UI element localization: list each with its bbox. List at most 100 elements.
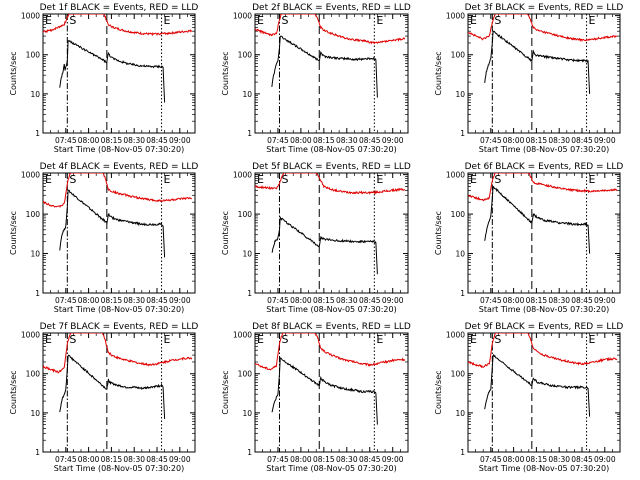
- x-tick-label: 08:00: [78, 296, 100, 305]
- y-tick-label: 1: [35, 448, 40, 457]
- series-events-line: [484, 30, 591, 94]
- x-tick-label: 08:15: [313, 455, 335, 464]
- y-axis-label: Counts/sec: [9, 211, 18, 255]
- x-tick-label: 07:45: [480, 296, 502, 305]
- x-tick-label: 08:45: [146, 455, 168, 464]
- y-tick-label: 1: [460, 289, 465, 298]
- y-axis-label: Counts/sec: [434, 51, 443, 95]
- time-marker-label: S: [281, 14, 288, 27]
- time-marker-label: E: [589, 14, 596, 27]
- y-tick-label: 100: [238, 210, 253, 219]
- x-tick-label: 09:00: [169, 136, 191, 145]
- detector-panel-7: Det 7f BLACK = Events, RED = LLD 1 10 100 10…: [9, 322, 198, 473]
- x-tick-label: 09:00: [382, 296, 404, 305]
- x-tick-label: 08:30: [336, 455, 358, 464]
- series-events-line: [59, 354, 166, 419]
- x-tick-label: 08:00: [290, 136, 312, 145]
- panel-title: Det 3f BLACK = Events, RED = LLD: [465, 3, 624, 13]
- y-tick-label: 100: [451, 210, 466, 219]
- time-marker-label: S: [281, 173, 288, 186]
- x-axis-label: Start Time (08-Nov-05 07:30:20): [266, 305, 396, 314]
- time-marker-label: E: [257, 333, 264, 346]
- series-events-line: [484, 354, 591, 417]
- y-tick-label: 1: [247, 448, 252, 457]
- y-tick-label: 1000: [446, 12, 465, 21]
- time-marker-label: E: [257, 14, 264, 27]
- panel-title: Det 2f BLACK = Events, RED = LLD: [252, 3, 411, 13]
- series-lld-line: [255, 333, 406, 371]
- y-tick-label: 1: [35, 289, 40, 298]
- x-tick-label: 08:45: [571, 296, 593, 305]
- time-marker-label: E: [376, 333, 383, 346]
- time-marker-label: E: [45, 333, 52, 346]
- series-events-line: [484, 186, 591, 254]
- panel-title: Det 4f BLACK = Events, RED = LLD: [40, 162, 199, 172]
- time-marker-label: E: [257, 173, 264, 186]
- x-tick-label: 09:00: [169, 296, 191, 305]
- x-axis-label: Start Time (08-Nov-05 07:30:20): [54, 145, 184, 154]
- series-events-line: [271, 35, 378, 98]
- plot-frame: [254, 13, 409, 134]
- x-tick-label: 09:00: [594, 136, 616, 145]
- x-tick-label: 08:30: [548, 296, 570, 305]
- x-tick-label: 08:30: [548, 136, 570, 145]
- time-marker-label: E: [45, 173, 52, 186]
- y-tick-label: 1000: [233, 12, 252, 21]
- detector-panel-5: Det 5f BLACK = Events, RED = LLD 1 10 100 10…: [221, 162, 411, 314]
- time-marker-label: E: [376, 14, 383, 27]
- x-tick-label: 08:30: [123, 136, 145, 145]
- x-tick-label: 08:45: [571, 455, 593, 464]
- series-events-line: [59, 39, 166, 103]
- y-tick-label: 100: [26, 370, 41, 379]
- x-axis-label: Start Time (08-Nov-05 07:30:20): [479, 145, 609, 154]
- y-tick-label: 1: [247, 129, 252, 138]
- y-tick-label: 1: [460, 129, 465, 138]
- y-tick-label: 1000: [233, 171, 252, 180]
- time-marker-label: S: [69, 173, 76, 186]
- series-events-line: [271, 357, 378, 425]
- time-marker-label: S: [69, 14, 76, 27]
- time-marker-label: E: [470, 14, 477, 27]
- x-axis-label: Start Time (08-Nov-05 07:30:20): [479, 305, 609, 314]
- detector-panel-4: Det 4f BLACK = Events, RED = LLD 1 10 100 10…: [9, 162, 198, 314]
- x-tick-label: 08:45: [359, 296, 381, 305]
- panel-title: Det 8f BLACK = Events, RED = LLD: [252, 322, 411, 332]
- time-marker-label: S: [69, 333, 76, 346]
- y-tick-label: 1: [35, 129, 40, 138]
- series-lld-line: [255, 173, 406, 195]
- y-tick-label: 1000: [21, 12, 40, 21]
- time-marker-label: E: [164, 14, 171, 27]
- y-tick-label: 10: [242, 90, 252, 99]
- y-tick-label: 100: [451, 51, 466, 60]
- x-tick-label: 08:45: [571, 136, 593, 145]
- time-marker-label: E: [470, 173, 477, 186]
- y-tick-label: 10: [455, 250, 465, 259]
- time-marker-label: S: [494, 173, 501, 186]
- y-tick-label: 10: [30, 90, 40, 99]
- y-tick-label: 100: [26, 51, 41, 60]
- y-tick-label: 1000: [21, 331, 40, 340]
- x-tick-label: 08:45: [146, 136, 168, 145]
- detector-panel-9: Det 9f BLACK = Events, RED = LLD 1 10 100 10…: [434, 322, 623, 473]
- x-tick-label: 08:15: [313, 296, 335, 305]
- x-tick-label: 08:00: [290, 455, 312, 464]
- x-tick-label: 08:30: [548, 455, 570, 464]
- panel-title: Det 9f BLACK = Events, RED = LLD: [465, 322, 624, 332]
- x-tick-label: 09:00: [169, 455, 191, 464]
- x-tick-label: 07:45: [55, 296, 77, 305]
- y-tick-label: 10: [30, 409, 40, 418]
- x-tick-label: 07:45: [480, 136, 502, 145]
- y-tick-label: 1000: [446, 331, 465, 340]
- y-tick-label: 1000: [21, 171, 40, 180]
- y-tick-label: 10: [30, 250, 40, 259]
- x-axis-label: Start Time (08-Nov-05 07:30:20): [266, 464, 396, 473]
- y-axis-label: Counts/sec: [434, 211, 443, 255]
- x-tick-label: 07:45: [55, 455, 77, 464]
- panel-title: Det 5f BLACK = Events, RED = LLD: [252, 162, 411, 172]
- x-tick-label: 08:15: [526, 455, 548, 464]
- time-marker-label: E: [45, 14, 52, 27]
- y-tick-label: 100: [451, 370, 466, 379]
- x-tick-label: 09:00: [382, 455, 404, 464]
- x-axis-label: Start Time (08-Nov-05 07:30:20): [54, 305, 184, 314]
